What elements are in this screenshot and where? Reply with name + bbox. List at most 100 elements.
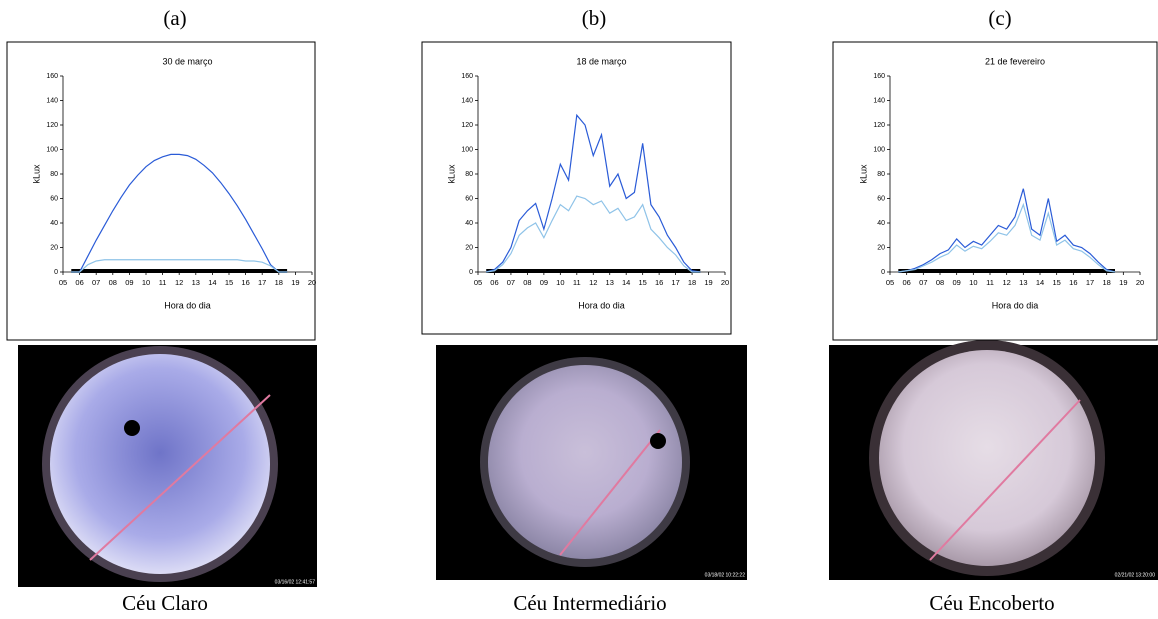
y-tick-label: 100 <box>46 146 58 153</box>
chart-frame <box>832 41 1158 341</box>
y-tick-label: 120 <box>46 122 58 129</box>
y-tick-label: 60 <box>877 195 885 202</box>
series-line <box>898 202 1116 273</box>
x-tick-label: 06 <box>490 278 498 287</box>
x-tick-label: 13 <box>606 278 614 287</box>
chart-title: 30 de março <box>162 56 212 66</box>
photo-caption: Céu Encoberto <box>929 591 1054 615</box>
x-tick-label: 17 <box>671 278 679 287</box>
y-tick-label: 0 <box>881 269 885 276</box>
x-tick-label: 18 <box>1102 278 1110 287</box>
y-tick-label: 60 <box>465 195 473 202</box>
x-tick-label: 11 <box>986 278 994 287</box>
y-tick-label: 80 <box>877 171 885 178</box>
x-tick-label: 09 <box>540 278 548 287</box>
y-tick-label: 40 <box>465 220 473 227</box>
x-tick-label: 12 <box>175 278 183 287</box>
x-tick-label: 08 <box>109 278 117 287</box>
x-tick-label: 11 <box>573 278 581 287</box>
x-tick-label: 07 <box>919 278 927 287</box>
y-tick-label: 160 <box>873 73 885 80</box>
y-axis-label: kLux <box>31 164 41 184</box>
x-tick-label: 09 <box>125 278 133 287</box>
x-axis-label: Hora do dia <box>164 300 211 310</box>
y-tick-label: 100 <box>873 146 885 153</box>
x-axis-label: Hora do dia <box>578 300 625 310</box>
panel-letter: (b) <box>582 6 607 30</box>
x-tick-label: 15 <box>1052 278 1060 287</box>
y-tick-label: 20 <box>877 244 885 251</box>
panel-letter: (a) <box>163 6 186 30</box>
y-tick-label: 20 <box>465 244 473 251</box>
x-tick-label: 18 <box>688 278 696 287</box>
y-tick-label: 140 <box>461 97 473 104</box>
x-tick-label: 15 <box>638 278 646 287</box>
x-tick-label: 20 <box>308 278 316 287</box>
y-tick-label: 0 <box>469 269 473 276</box>
chart-title: 18 de março <box>576 56 626 66</box>
x-axis-label: Hora do dia <box>992 300 1039 310</box>
y-tick-label: 60 <box>50 195 58 202</box>
x-tick-label: 10 <box>142 278 150 287</box>
y-axis-label: kLux <box>446 164 456 184</box>
series-line <box>898 188 1116 273</box>
x-tick-label: 08 <box>936 278 944 287</box>
y-tick-label: 100 <box>461 146 473 153</box>
photo-caption: Céu Intermediário <box>513 591 666 615</box>
panel-letter: (c) <box>988 6 1011 30</box>
x-tick-label: 16 <box>1069 278 1077 287</box>
x-tick-label: 17 <box>258 278 266 287</box>
x-tick-label: 19 <box>291 278 299 287</box>
y-tick-label: 120 <box>873 122 885 129</box>
photo-timestamp: 02/21/02 13:20:00 <box>1115 572 1156 578</box>
series-line <box>486 113 701 273</box>
x-tick-label: 20 <box>1136 278 1144 287</box>
x-tick-label: 13 <box>192 278 200 287</box>
y-tick-label: 20 <box>50 244 58 251</box>
photo-c <box>829 340 1158 580</box>
y-tick-label: 40 <box>50 220 58 227</box>
photo-timestamp: 03/16/02 12:41:57 <box>275 579 316 585</box>
y-tick-label: 120 <box>461 122 473 129</box>
x-tick-label: 17 <box>1086 278 1094 287</box>
x-tick-label: 12 <box>589 278 597 287</box>
x-tick-label: 10 <box>969 278 977 287</box>
x-tick-label: 05 <box>886 278 894 287</box>
photo-timestamp: 03/18/02 10:22:22 <box>705 572 746 578</box>
y-tick-label: 160 <box>461 73 473 80</box>
x-tick-label: 08 <box>523 278 531 287</box>
x-tick-label: 07 <box>507 278 515 287</box>
x-tick-label: 05 <box>59 278 67 287</box>
photo-a <box>18 345 317 587</box>
x-tick-label: 09 <box>952 278 960 287</box>
y-axis-label: kLux <box>858 164 868 184</box>
series-line <box>71 153 288 273</box>
x-tick-label: 15 <box>225 278 233 287</box>
x-tick-label: 20 <box>721 278 729 287</box>
series-line <box>71 259 288 273</box>
chart-frame <box>421 41 732 335</box>
x-tick-label: 12 <box>1002 278 1010 287</box>
photo-caption: Céu Claro <box>122 591 208 615</box>
y-tick-label: 0 <box>54 269 58 276</box>
y-tick-label: 40 <box>877 220 885 227</box>
x-tick-label: 11 <box>159 278 167 287</box>
y-tick-label: 140 <box>46 97 58 104</box>
x-tick-label: 14 <box>208 278 216 287</box>
photo-b <box>436 345 747 580</box>
x-tick-label: 10 <box>556 278 564 287</box>
x-tick-label: 19 <box>1119 278 1127 287</box>
x-tick-label: 16 <box>241 278 249 287</box>
x-tick-label: 13 <box>1019 278 1027 287</box>
chart-frame <box>6 41 316 341</box>
x-tick-label: 06 <box>75 278 83 287</box>
x-tick-label: 06 <box>902 278 910 287</box>
y-tick-label: 80 <box>465 171 473 178</box>
y-tick-label: 80 <box>50 171 58 178</box>
chart-title: 21 de fevereiro <box>985 56 1045 66</box>
x-tick-label: 07 <box>92 278 100 287</box>
x-tick-label: 16 <box>655 278 663 287</box>
y-tick-label: 160 <box>46 73 58 80</box>
x-tick-label: 19 <box>704 278 712 287</box>
